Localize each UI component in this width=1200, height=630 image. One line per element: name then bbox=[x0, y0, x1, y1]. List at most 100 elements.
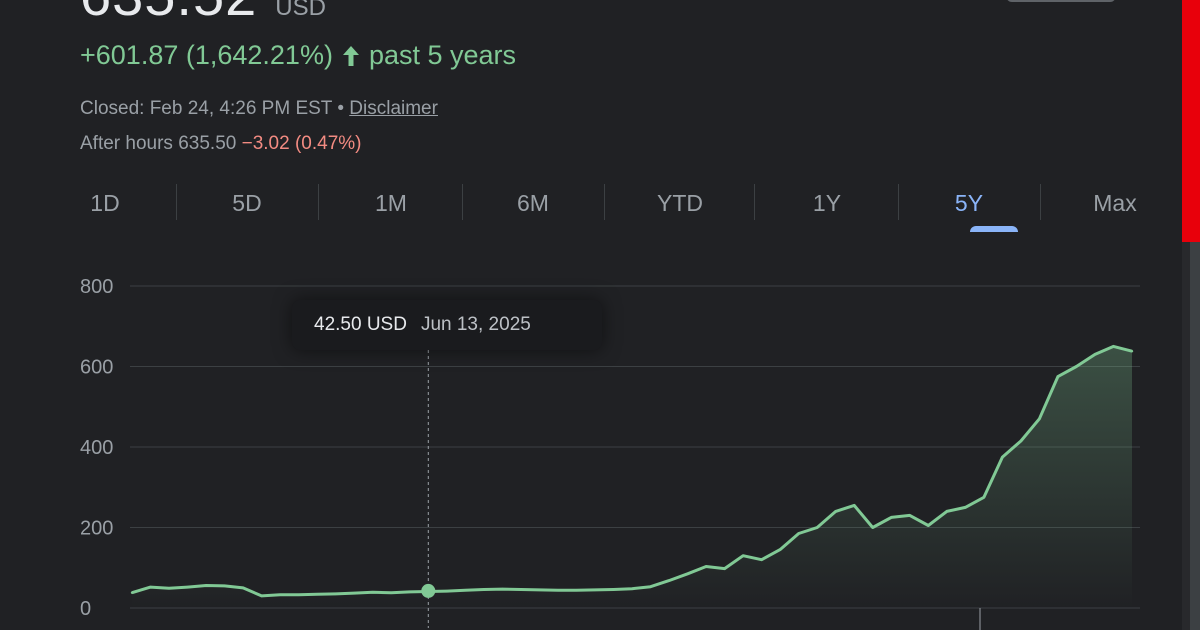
data-point bbox=[1001, 455, 1004, 459]
data-point bbox=[223, 584, 226, 588]
data-point bbox=[1093, 353, 1097, 356]
tab-1m[interactable]: 1M bbox=[375, 190, 407, 216]
tooltip-value: 42.50 USD bbox=[314, 314, 407, 335]
data-point bbox=[908, 514, 911, 517]
data-point bbox=[316, 593, 319, 596]
data-point bbox=[797, 532, 800, 535]
series-area bbox=[132, 346, 1132, 608]
data-point bbox=[649, 585, 652, 588]
tab-divider bbox=[754, 184, 755, 220]
data-point bbox=[1038, 417, 1041, 420]
data-point bbox=[149, 585, 152, 589]
tab-max[interactable]: Max bbox=[1093, 190, 1137, 216]
data-point bbox=[853, 504, 856, 507]
tab-ytd[interactable]: YTD bbox=[657, 190, 703, 216]
active-tab-indicator bbox=[970, 226, 1018, 232]
data-point bbox=[390, 591, 393, 594]
data-point bbox=[371, 591, 374, 594]
disclaimer-link[interactable]: Disclaimer bbox=[349, 98, 438, 119]
data-point bbox=[519, 588, 523, 591]
data-point bbox=[816, 526, 819, 529]
y-tick-label: 0 bbox=[80, 598, 91, 620]
after-hours-info: After hours 635.50 −3.02 (0.47%) bbox=[80, 133, 362, 155]
price-chart[interactable]: 0 200 400 600 800 bbox=[0, 250, 1180, 630]
data-point bbox=[353, 591, 356, 595]
price-change-period: past 5 years bbox=[368, 40, 517, 70]
data-point bbox=[278, 593, 282, 596]
price-change-value: +601.87 (1,642.21%) bbox=[80, 40, 333, 70]
highlight-point bbox=[421, 583, 436, 598]
data-point bbox=[501, 587, 504, 591]
price-chart-svg[interactable]: 0 200 400 600 800 bbox=[0, 250, 1180, 630]
tab-1d[interactable]: 1D bbox=[90, 190, 120, 216]
tab-5d[interactable]: 5D bbox=[232, 190, 262, 216]
tab-6m[interactable]: 6M bbox=[517, 190, 549, 216]
y-tick-label: 800 bbox=[80, 276, 113, 298]
closed-text: Closed: Feb 24, 4:26 PM EST • bbox=[80, 98, 344, 119]
data-point bbox=[982, 496, 986, 499]
data-point bbox=[186, 585, 189, 589]
data-point bbox=[1019, 439, 1023, 443]
data-point bbox=[241, 586, 245, 590]
side-panel-shadow bbox=[1182, 242, 1190, 630]
data-point bbox=[964, 506, 967, 509]
tab-5y[interactable]: 5Y bbox=[954, 190, 984, 216]
tab-divider bbox=[462, 184, 463, 220]
tab-divider bbox=[318, 184, 319, 220]
data-point bbox=[723, 567, 726, 570]
price-change-row: +601.87 (1,642.21%) past 5 years bbox=[80, 40, 516, 71]
follow-button[interactable] bbox=[1006, 0, 1116, 2]
tab-1y[interactable]: 1Y bbox=[812, 190, 842, 216]
data-point bbox=[482, 588, 486, 591]
data-point bbox=[871, 526, 874, 529]
data-point bbox=[1056, 375, 1060, 378]
data-point bbox=[130, 591, 134, 594]
after-hours-price: After hours 635.50 bbox=[80, 133, 237, 154]
tab-divider bbox=[1040, 184, 1041, 220]
data-point bbox=[464, 589, 467, 592]
data-point bbox=[945, 510, 948, 513]
data-point bbox=[1075, 365, 1078, 368]
data-point bbox=[556, 589, 560, 592]
chart-tooltip: 42.50 USD Jun 13, 2025 bbox=[292, 300, 602, 350]
y-tick-label: 400 bbox=[80, 437, 113, 459]
data-point bbox=[630, 587, 634, 590]
data-point bbox=[612, 588, 615, 591]
data-point bbox=[260, 594, 263, 598]
data-point bbox=[760, 558, 763, 561]
data-point bbox=[1112, 345, 1115, 348]
data-point bbox=[686, 572, 689, 575]
data-point bbox=[704, 565, 708, 568]
data-point bbox=[593, 588, 597, 592]
data-point bbox=[204, 584, 208, 587]
tab-divider bbox=[604, 184, 605, 220]
tab-divider bbox=[898, 184, 899, 220]
data-point bbox=[834, 510, 837, 513]
data-point bbox=[927, 524, 930, 527]
data-point bbox=[741, 554, 745, 557]
price-row: 635.52 USD bbox=[80, 0, 326, 26]
tooltip-date: Jun 13, 2025 bbox=[420, 314, 531, 335]
data-point bbox=[778, 548, 782, 551]
after-hours-change: −3.02 (0.47%) bbox=[241, 133, 362, 154]
y-tick-label: 600 bbox=[80, 357, 113, 379]
data-point bbox=[445, 589, 448, 593]
data-point bbox=[538, 588, 541, 592]
data-point bbox=[167, 587, 171, 590]
brand-accent-bar bbox=[1182, 0, 1200, 242]
y-tick-label: 200 bbox=[80, 518, 113, 540]
data-point bbox=[334, 592, 337, 596]
data-point bbox=[667, 579, 671, 582]
current-price: 635.52 bbox=[80, 0, 257, 26]
data-point bbox=[1130, 350, 1134, 353]
currency-label: USD bbox=[275, 0, 326, 21]
data-point bbox=[575, 589, 578, 592]
data-point bbox=[297, 593, 300, 596]
tab-divider bbox=[176, 184, 177, 220]
arrow-up-icon bbox=[342, 45, 359, 66]
data-point bbox=[890, 516, 893, 519]
data-point bbox=[408, 590, 411, 594]
range-tabs: 1D 5D 1M 6M YTD 1Y 5Y Max bbox=[60, 182, 1170, 234]
closed-info: Closed: Feb 24, 4:26 PM EST • Disclaimer bbox=[80, 98, 438, 120]
